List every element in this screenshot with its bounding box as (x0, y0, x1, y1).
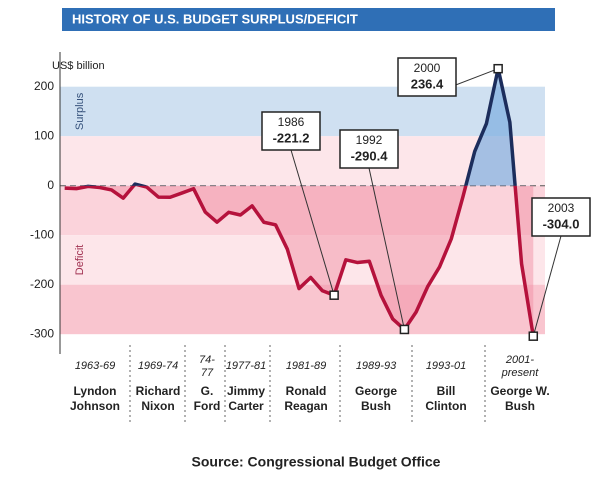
annotation-value: -221.2 (273, 130, 310, 145)
period-range: 1969-74 (138, 360, 178, 372)
period-range: 77 (201, 367, 214, 379)
annotation-marker (493, 63, 503, 74)
annotation-box (339, 129, 399, 169)
annotation-leader (368, 167, 405, 330)
title-banner (62, 8, 555, 31)
period-name: Richard (136, 384, 181, 398)
annotation-year: 2000 (414, 61, 441, 75)
y-tick-label: 200 (34, 79, 54, 93)
annotation-box (261, 111, 321, 151)
band (60, 235, 545, 285)
y-tick-label: 100 (34, 128, 54, 142)
y-tick-label: -200 (30, 277, 54, 291)
line (64, 185, 536, 337)
annotation-year: 1992 (356, 133, 383, 147)
y-axis-label: US$ billion (52, 60, 105, 72)
period-range: 74- (199, 354, 215, 366)
period-name: Reagan (284, 399, 327, 413)
period-name: Clinton (425, 399, 466, 413)
period-name: Carter (228, 399, 264, 413)
annotation-leader (532, 235, 562, 337)
period-range: 1981-89 (286, 360, 326, 372)
period-name: Bush (361, 399, 391, 413)
band (60, 284, 545, 335)
period-range: 1993-01 (426, 360, 466, 372)
period-name: Lyndon (74, 384, 117, 398)
period-range: present (501, 367, 540, 379)
band-label: Surplus (74, 92, 86, 130)
period-range: 1989-93 (356, 360, 397, 372)
annotation-value: -290.4 (351, 148, 389, 163)
period-name: G. (201, 384, 214, 398)
period-name: Ronald (286, 384, 327, 398)
period-name: George (355, 384, 397, 398)
period-range: 1963-69 (75, 360, 115, 372)
deficit-area (64, 185, 534, 337)
period-name: Bush (505, 399, 535, 413)
annotation-leader (290, 149, 335, 296)
surplus-area (133, 68, 516, 186)
period-name: George W. (490, 384, 549, 398)
y-tick-label: -300 (30, 326, 54, 340)
period-range: 1977-81 (226, 360, 266, 372)
period-name: Jimmy (227, 384, 265, 398)
band-label: Deficit (74, 245, 86, 276)
chart-title: HISTORY OF U.S. BUDGET SURPLUS/DEFICIT (72, 11, 358, 26)
period-name: Johnson (70, 399, 120, 413)
period-name: Nixon (141, 399, 174, 413)
period-name: Ford (194, 399, 221, 413)
annotation-box (397, 57, 457, 97)
period-name: Bill (437, 384, 456, 398)
annotation-marker (528, 331, 539, 341)
annotation-box (531, 197, 591, 237)
annotation-marker (329, 290, 339, 300)
annotation-year: 1986 (278, 115, 305, 129)
source: Source: Congressional Budget Office (192, 454, 441, 470)
annotation-value: 236.4 (411, 76, 444, 91)
y-tick-label: -100 (30, 227, 54, 241)
y-tick-label: 0 (47, 178, 54, 192)
period-range: 2001- (505, 354, 534, 366)
annotation-marker (399, 324, 410, 335)
annotation-year: 2003 (548, 201, 575, 215)
annotation-value: -304.0 (543, 216, 580, 231)
